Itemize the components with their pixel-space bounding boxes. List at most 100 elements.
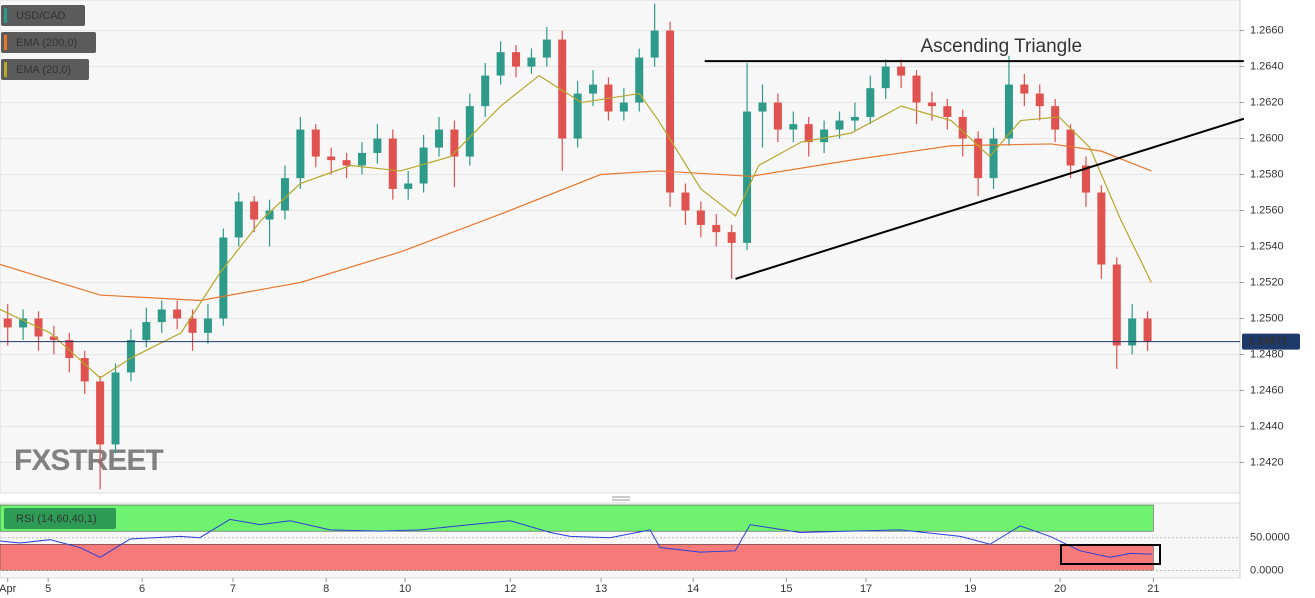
candle-body bbox=[419, 147, 428, 184]
candle-body bbox=[542, 39, 551, 58]
x-tick-label: 20 bbox=[1054, 583, 1066, 595]
candle-body bbox=[388, 138, 397, 189]
candle-body bbox=[958, 116, 967, 139]
candle-body bbox=[342, 160, 351, 166]
y-tick-label: 1.2620 bbox=[1250, 96, 1284, 108]
candle-body bbox=[65, 340, 74, 359]
y-tick-label: 1.2480 bbox=[1250, 348, 1284, 360]
x-tick-label: 14 bbox=[687, 583, 699, 595]
candle-body bbox=[80, 358, 89, 382]
candle-body bbox=[1035, 93, 1044, 107]
last-price-box bbox=[1242, 333, 1300, 350]
candle-body bbox=[1081, 165, 1090, 193]
candle-body bbox=[804, 124, 813, 143]
legend-box bbox=[1, 32, 96, 53]
candle-body bbox=[758, 102, 767, 112]
candle-body bbox=[496, 52, 505, 76]
candle-body bbox=[311, 129, 320, 157]
candle-body bbox=[96, 381, 105, 445]
candle-body bbox=[465, 106, 474, 157]
candle-body bbox=[481, 75, 490, 107]
candle-body bbox=[1128, 318, 1137, 346]
rsi-line bbox=[0, 518, 1153, 558]
x-tick-label: 17 bbox=[860, 583, 872, 595]
candle-body bbox=[943, 106, 952, 117]
candle-body bbox=[727, 232, 736, 243]
candle-body bbox=[1020, 84, 1029, 94]
y-tick-label: 1.2460 bbox=[1250, 384, 1284, 396]
candle-body bbox=[188, 318, 197, 333]
rsi-title-box bbox=[4, 508, 116, 529]
y-tick-label: 1.2640 bbox=[1250, 60, 1284, 72]
legend-label: EMA (200,0) bbox=[16, 37, 77, 49]
candle-body bbox=[635, 57, 644, 103]
grid: FXSTREET bbox=[0, 30, 1240, 571]
y-tick-label: 1.2600 bbox=[1250, 132, 1284, 144]
y-tick-label: 1.2540 bbox=[1250, 240, 1284, 252]
x-tick-label: 6 bbox=[139, 583, 145, 595]
watermark: FXSTREET bbox=[14, 444, 163, 477]
candle-body bbox=[512, 52, 521, 67]
annotation: Ascending Triangle bbox=[920, 36, 1082, 57]
x-tick-label: 5 bbox=[45, 583, 51, 595]
candle-body bbox=[619, 102, 628, 112]
candle-body bbox=[1004, 84, 1013, 139]
candle-body bbox=[850, 116, 859, 121]
candle-body bbox=[435, 129, 444, 148]
candle-body bbox=[111, 372, 120, 445]
x-tick-label: 19 bbox=[964, 583, 976, 595]
candle-body bbox=[173, 309, 182, 319]
last-price-label: 1.24871 bbox=[1248, 336, 1288, 348]
candle-body bbox=[743, 111, 752, 243]
y-tick-label: 1.2440 bbox=[1250, 420, 1284, 432]
y-tick-label: 1.2580 bbox=[1250, 168, 1284, 180]
rsi-title: RSI (14,60,40,1) bbox=[16, 513, 97, 525]
candle-body bbox=[835, 120, 844, 130]
rsi-band bbox=[0, 544, 1154, 571]
candle-body bbox=[373, 138, 382, 153]
candle-body bbox=[666, 30, 675, 193]
candle-body bbox=[142, 322, 151, 341]
candle-body bbox=[404, 183, 413, 189]
candle-body bbox=[157, 309, 166, 323]
legend-label: USD/CAD bbox=[16, 10, 66, 22]
candle-body bbox=[866, 88, 875, 117]
legend-swatch bbox=[4, 8, 7, 23]
y-tick-label: 50.0000 bbox=[1250, 532, 1290, 544]
legend-swatch bbox=[4, 35, 7, 50]
candle-body bbox=[265, 210, 274, 220]
candle-body bbox=[696, 210, 705, 225]
legend-swatch bbox=[4, 62, 7, 77]
x-tick-label: 15 bbox=[780, 583, 792, 595]
trend-line bbox=[735, 117, 1245, 280]
y-tick-label: 0.0000 bbox=[1250, 564, 1284, 576]
ema-line bbox=[0, 74, 1152, 379]
candle-body bbox=[19, 318, 28, 328]
candle-body bbox=[681, 192, 690, 211]
ema-line bbox=[0, 143, 1152, 302]
candle-body bbox=[450, 129, 459, 157]
candle-body bbox=[989, 138, 998, 179]
y-tick-label: 1.2500 bbox=[1250, 312, 1284, 324]
candle-body bbox=[789, 124, 798, 130]
candle-body bbox=[974, 138, 983, 179]
highlight-box bbox=[1060, 544, 1161, 565]
candle-body bbox=[49, 336, 58, 341]
legend-label: EMA (20,0) bbox=[16, 64, 71, 76]
candle-body bbox=[912, 75, 921, 103]
candle-body bbox=[234, 201, 243, 238]
candle-body bbox=[1143, 318, 1152, 342]
candle-body bbox=[773, 102, 782, 130]
candle-body bbox=[327, 156, 336, 161]
y-tick-label: 1.2520 bbox=[1250, 276, 1284, 288]
candle-body bbox=[573, 93, 582, 139]
rsi-band bbox=[0, 504, 1154, 532]
candle-body bbox=[1112, 264, 1121, 346]
candle-body bbox=[357, 152, 366, 166]
x-tick-label: 12 bbox=[504, 583, 516, 595]
y-tick-label: 1.2420 bbox=[1250, 456, 1284, 468]
candle-body bbox=[3, 318, 12, 328]
candle-body bbox=[296, 129, 305, 179]
candle-body bbox=[820, 129, 829, 143]
